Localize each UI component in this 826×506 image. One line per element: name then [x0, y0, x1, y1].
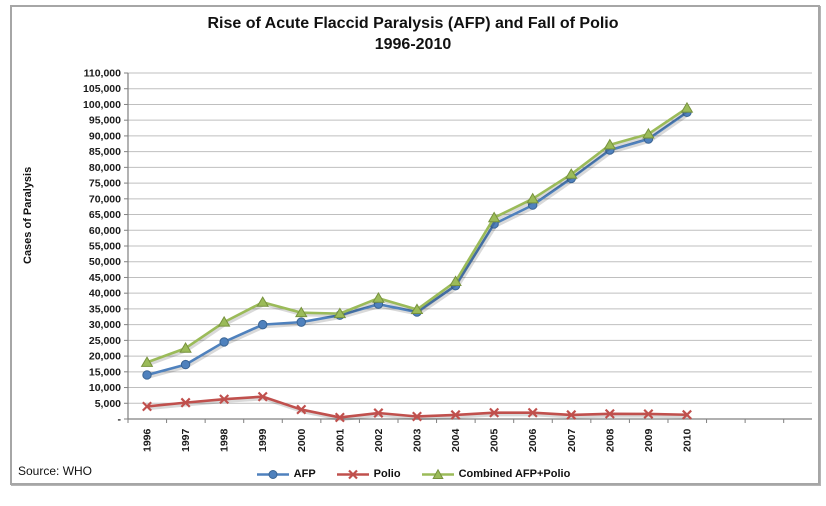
circle-marker-icon	[256, 469, 289, 479]
y-tick-label: 90,000	[89, 130, 121, 142]
data-point-marker	[680, 101, 694, 113]
data-point-marker	[410, 303, 424, 315]
data-point-marker	[564, 168, 578, 179]
legend-label: Combined AFP+Polio	[458, 468, 571, 480]
data-point-marker	[296, 317, 306, 327]
chart-legend: AFP Polio Combined AFP+Polio	[0, 465, 826, 483]
data-point-marker	[179, 342, 192, 353]
x-marker-icon	[336, 469, 369, 479]
x-tick-label: 1996	[142, 428, 154, 452]
chart-title-line1: Rise of Acute Flaccid Paralysis (AFP) an…	[207, 15, 619, 32]
y-tick-label: 75,000	[89, 178, 121, 190]
data-point-marker	[450, 409, 461, 420]
chart-title: Rise of Acute Flaccid Paralysis (AFP) an…	[10, 13, 816, 55]
y-tick-label: 5,000	[95, 398, 121, 410]
x-tick-label: 2007	[566, 428, 578, 452]
data-point-marker	[372, 292, 385, 303]
data-point-marker	[489, 407, 500, 418]
source-note: Source: WHO	[18, 464, 93, 478]
x-tick-label: 1998	[219, 428, 231, 452]
legend-label: AFP	[293, 468, 316, 480]
x-tick-label: 2008	[604, 428, 616, 452]
legend-item-combined-afp-polio[interactable]: Combined AFP+Polio	[421, 468, 571, 481]
legend-label: Polio	[373, 468, 401, 480]
data-point-marker	[142, 401, 152, 412]
data-point-marker	[140, 356, 154, 367]
y-tick-label: 20,000	[89, 351, 121, 363]
y-tick-label: 40,000	[89, 288, 121, 300]
data-point-marker	[219, 394, 230, 405]
y-tick-label: 45,000	[89, 272, 121, 284]
y-tick-label: 80,000	[89, 162, 121, 174]
y-tick-label: 100,000	[83, 99, 121, 111]
x-tick-label: 2004	[450, 428, 462, 452]
data-point-marker	[566, 409, 577, 420]
data-point-marker	[334, 412, 345, 423]
x-tick-label: 2003	[411, 428, 423, 452]
data-point-marker	[449, 275, 462, 287]
series-line-polio	[146, 395, 688, 419]
y-tick-label: 25,000	[89, 335, 121, 347]
y-tick-label: 70,000	[89, 193, 121, 205]
x-tick-label: 1999	[257, 428, 269, 452]
chart-title-line2: 1996-2010	[374, 36, 452, 53]
triangle-marker-icon	[421, 468, 454, 479]
x-tick-label: 2010	[681, 428, 693, 452]
data-point-marker	[258, 319, 268, 330]
y-tick-label: 110,000	[84, 68, 122, 80]
x-tick-label: 2006	[527, 428, 539, 452]
legend-item-polio[interactable]: Polio	[336, 468, 401, 481]
x-tick-label: 2005	[489, 428, 501, 452]
y-tick-label: 30,000	[89, 319, 121, 331]
y-tick-label: 85,000	[89, 146, 121, 158]
data-point-marker	[604, 408, 615, 419]
x-tick-label: 2002	[373, 428, 385, 452]
y-tick-label: -	[118, 414, 122, 426]
data-point-marker	[217, 315, 231, 327]
y-tick-label: 55,000	[89, 241, 121, 253]
data-point-marker	[682, 409, 692, 420]
y-tick-label: 35,000	[89, 303, 121, 315]
data-point-marker	[487, 211, 501, 223]
data-point-marker	[256, 296, 269, 307]
legend-item-afp[interactable]: AFP	[256, 468, 316, 481]
y-tick-label: 15,000	[89, 366, 121, 378]
y-tick-label: 10,000	[89, 382, 121, 394]
data-point-marker	[373, 408, 384, 419]
data-point-marker	[333, 307, 347, 319]
data-point-marker	[295, 306, 308, 318]
y-tick-label: 95,000	[89, 115, 121, 127]
data-point-marker	[527, 407, 538, 418]
data-point-marker	[257, 391, 268, 402]
data-point-marker	[142, 370, 152, 380]
y-tick-label: 105,000	[83, 83, 121, 95]
x-tick-label: 2000	[296, 428, 308, 452]
y-tick-label: 65,000	[89, 209, 121, 221]
data-point-marker	[296, 404, 307, 415]
data-point-marker	[603, 138, 617, 150]
x-tick-label: 1997	[180, 428, 192, 452]
data-point-marker	[219, 337, 229, 347]
data-point-marker	[180, 397, 191, 408]
data-point-marker	[180, 359, 191, 370]
data-point-marker	[412, 411, 422, 422]
y-tick-label: 60,000	[89, 225, 121, 237]
data-point-marker	[526, 192, 539, 204]
data-point-marker	[643, 408, 654, 419]
data-point-marker	[642, 127, 655, 139]
x-tick-label: 2009	[643, 428, 655, 452]
x-tick-label: 2001	[334, 428, 346, 452]
y-tick-label: 50,000	[89, 256, 121, 268]
